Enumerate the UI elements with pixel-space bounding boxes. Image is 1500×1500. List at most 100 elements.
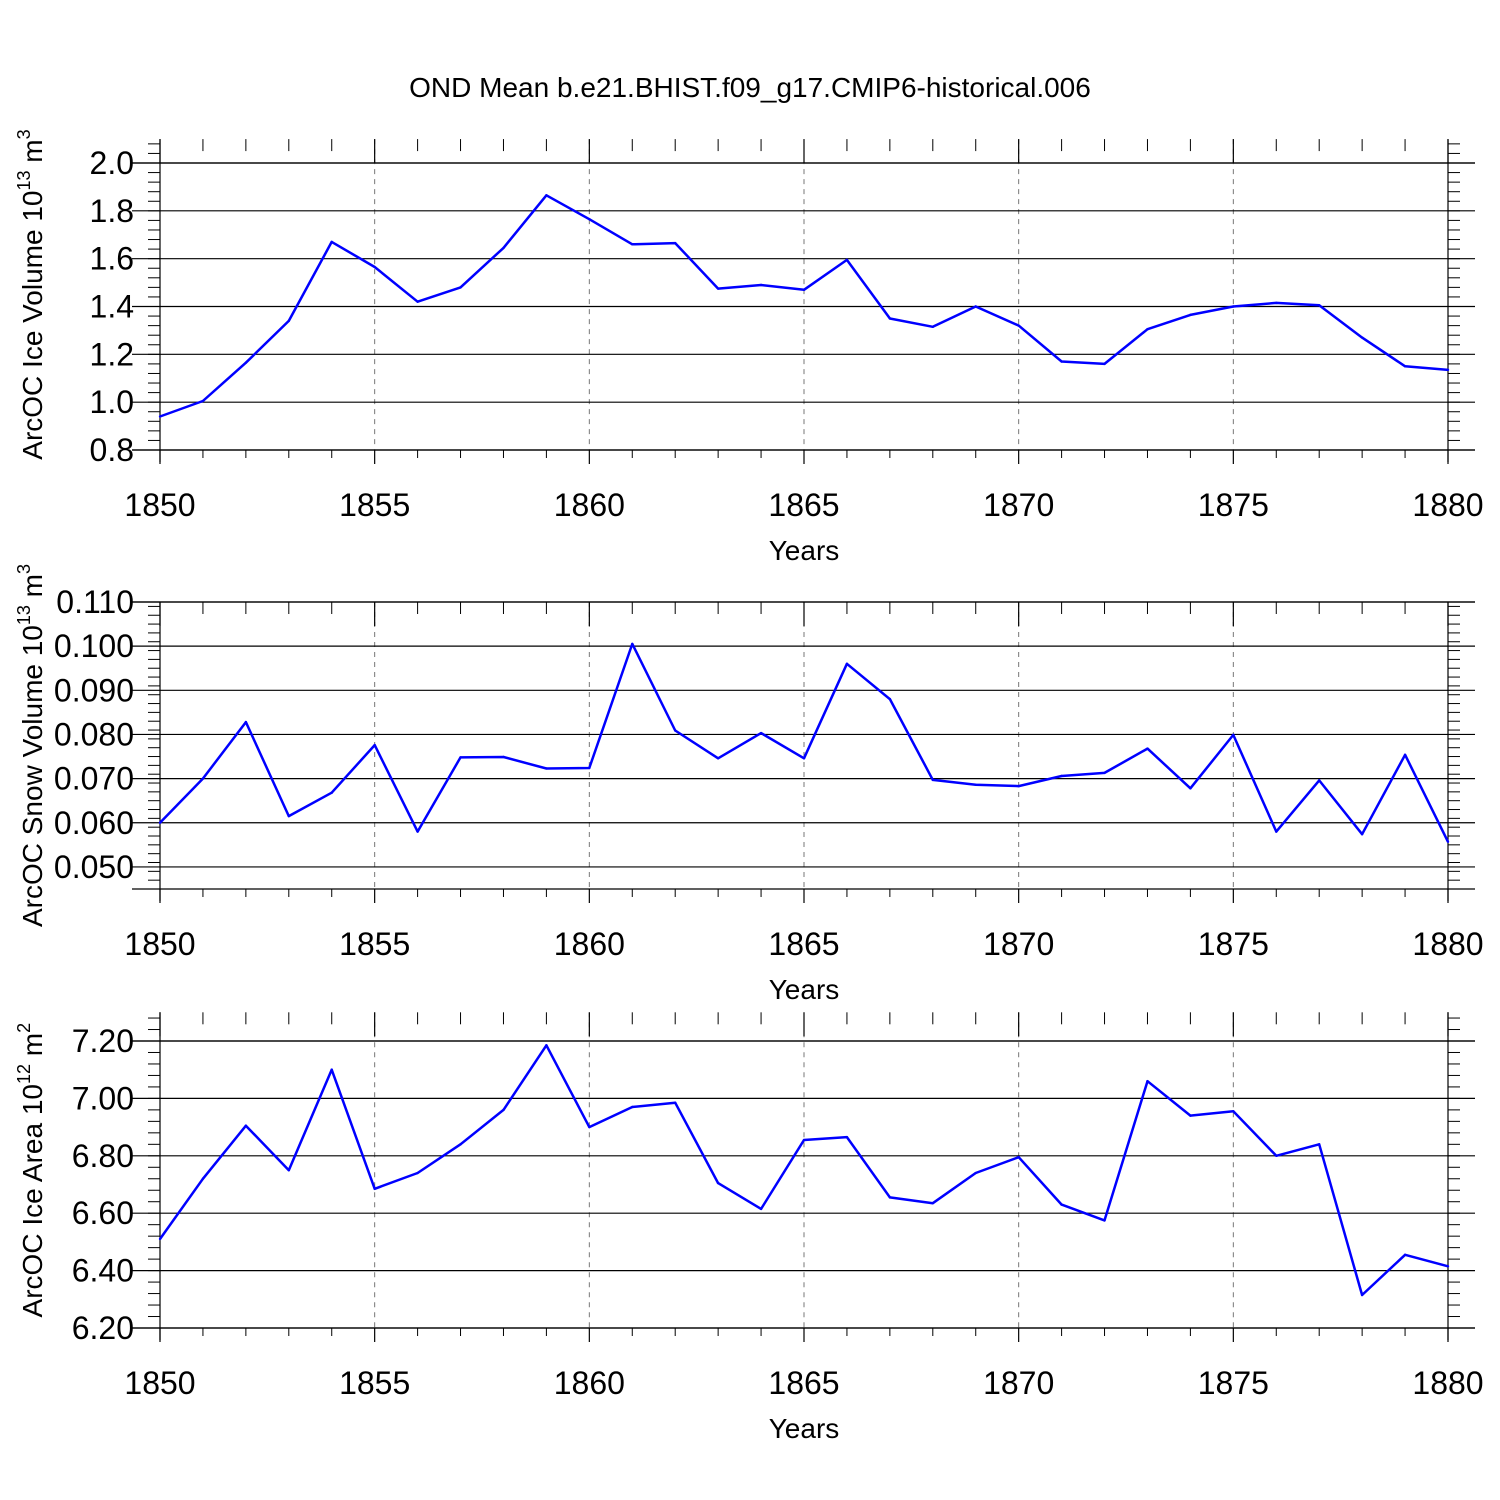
data-point	[974, 1171, 977, 1175]
data-point	[158, 1237, 162, 1241]
data-point	[1403, 753, 1407, 756]
data-point	[845, 258, 849, 262]
data-point	[845, 662, 849, 666]
data-point	[545, 194, 548, 197]
data-point	[716, 757, 720, 760]
data-point	[588, 218, 591, 221]
data-point	[373, 265, 376, 269]
data-point	[802, 1138, 806, 1142]
data-point	[1360, 336, 1364, 339]
chart-panel-2: 1850 1855 1860 1865 1870 1875 1880 Years 0.050 0.…	[14, 564, 1484, 1005]
panels: 1850 1855 1860 1865 1870 1875 1880 Years 0.8 1.0 1…	[14, 129, 1484, 1444]
data-point	[1146, 1079, 1149, 1083]
data-point	[1232, 305, 1235, 308]
data-point	[416, 300, 419, 303]
data-point	[287, 1168, 290, 1172]
data-point	[330, 791, 333, 794]
data-point	[1318, 1143, 1321, 1146]
data-point	[1232, 733, 1235, 737]
x-axis-title: Years	[769, 974, 840, 1005]
data-point	[1189, 787, 1192, 790]
y-tick-label: 0.070	[54, 761, 134, 797]
data-point	[1146, 747, 1149, 750]
data-point	[1275, 830, 1278, 833]
data-point	[631, 642, 634, 646]
chart-panel-1: 1850 1855 1860 1865 1870 1875 1880 Years 0.8 1.0 1…	[14, 129, 1484, 566]
data-point	[158, 415, 162, 418]
data-point	[1017, 1156, 1020, 1159]
x-tick-label: 1870	[983, 487, 1054, 523]
x-tick-label: 1860	[554, 926, 625, 962]
data-point	[802, 288, 806, 291]
x-tick-label: 1865	[768, 487, 839, 523]
data-point	[759, 731, 763, 735]
y-tick-label: 6.60	[72, 1195, 134, 1231]
data-point	[588, 766, 591, 770]
y-tick-label: 1.8	[90, 193, 134, 229]
x-tick-label: 1880	[1412, 1365, 1483, 1401]
x-tick-label: 1850	[124, 1365, 195, 1401]
x-tick-label: 1860	[554, 487, 625, 523]
y-tick-label: 6.40	[72, 1253, 134, 1289]
data-point	[1189, 1114, 1192, 1117]
data-point	[201, 1177, 205, 1180]
data-point	[1103, 771, 1106, 775]
y-axis-title: ArcOC Ice Area 1012 m2	[14, 1023, 48, 1318]
data-point	[1017, 324, 1020, 327]
data-point	[459, 756, 462, 759]
data-point	[631, 243, 634, 246]
data-point	[201, 777, 205, 780]
data-point	[716, 1181, 720, 1185]
data-point	[502, 246, 505, 250]
data-point	[330, 240, 333, 244]
data-point	[931, 1201, 934, 1205]
data-point	[158, 821, 162, 824]
data-point	[287, 319, 290, 323]
y-tick-label: 1.0	[90, 384, 134, 420]
data-point	[888, 317, 892, 320]
chart-panel-3: 1850 1855 1860 1865 1870 1875 1880 Years 6.20 6.4…	[14, 1012, 1484, 1444]
x-tick-label: 1855	[339, 487, 410, 523]
data-point	[1232, 1110, 1235, 1113]
x-tick-label: 1880	[1412, 926, 1483, 962]
x-tick-label: 1870	[983, 926, 1054, 962]
x-tick-label: 1855	[339, 1365, 410, 1401]
y-tick-label: 1.6	[90, 241, 134, 277]
data-point	[244, 1124, 248, 1127]
x-tick-label: 1875	[1198, 1365, 1269, 1401]
x-tick-label: 1880	[1412, 487, 1483, 523]
data-point	[1446, 368, 1450, 372]
data-point	[1189, 313, 1192, 317]
x-tick-label: 1850	[124, 487, 195, 523]
data-point	[931, 325, 934, 329]
data-point	[1103, 1219, 1106, 1222]
x-tick-label: 1850	[124, 926, 195, 962]
data-point	[244, 720, 248, 724]
data-point	[1275, 1154, 1278, 1158]
y-tick-label: 0.8	[90, 432, 134, 468]
y-tick-label: 6.80	[72, 1138, 134, 1174]
y-tick-label: 7.20	[72, 1023, 134, 1059]
data-point	[974, 305, 977, 308]
data-point	[631, 1105, 634, 1109]
y-tick-label: 0.110	[56, 584, 134, 620]
x-tick-label: 1865	[768, 926, 839, 962]
data-point	[287, 814, 290, 818]
data-point	[588, 1125, 591, 1129]
y-tick-label: 7.00	[72, 1080, 134, 1116]
data-point	[201, 399, 205, 403]
data-point	[1275, 301, 1278, 305]
data-point	[888, 697, 892, 701]
y-tick-label: 2.0	[90, 145, 134, 181]
data-point	[502, 1108, 505, 1112]
data-point	[674, 241, 677, 245]
data-point	[1103, 362, 1106, 366]
data-point	[1060, 774, 1063, 778]
data-point	[1403, 365, 1407, 368]
data-point	[416, 1171, 419, 1175]
data-point	[1146, 328, 1149, 331]
y-tick-label: 0.050	[54, 849, 134, 885]
x-tick-label: 1860	[554, 1365, 625, 1401]
data-point	[1360, 1293, 1364, 1297]
